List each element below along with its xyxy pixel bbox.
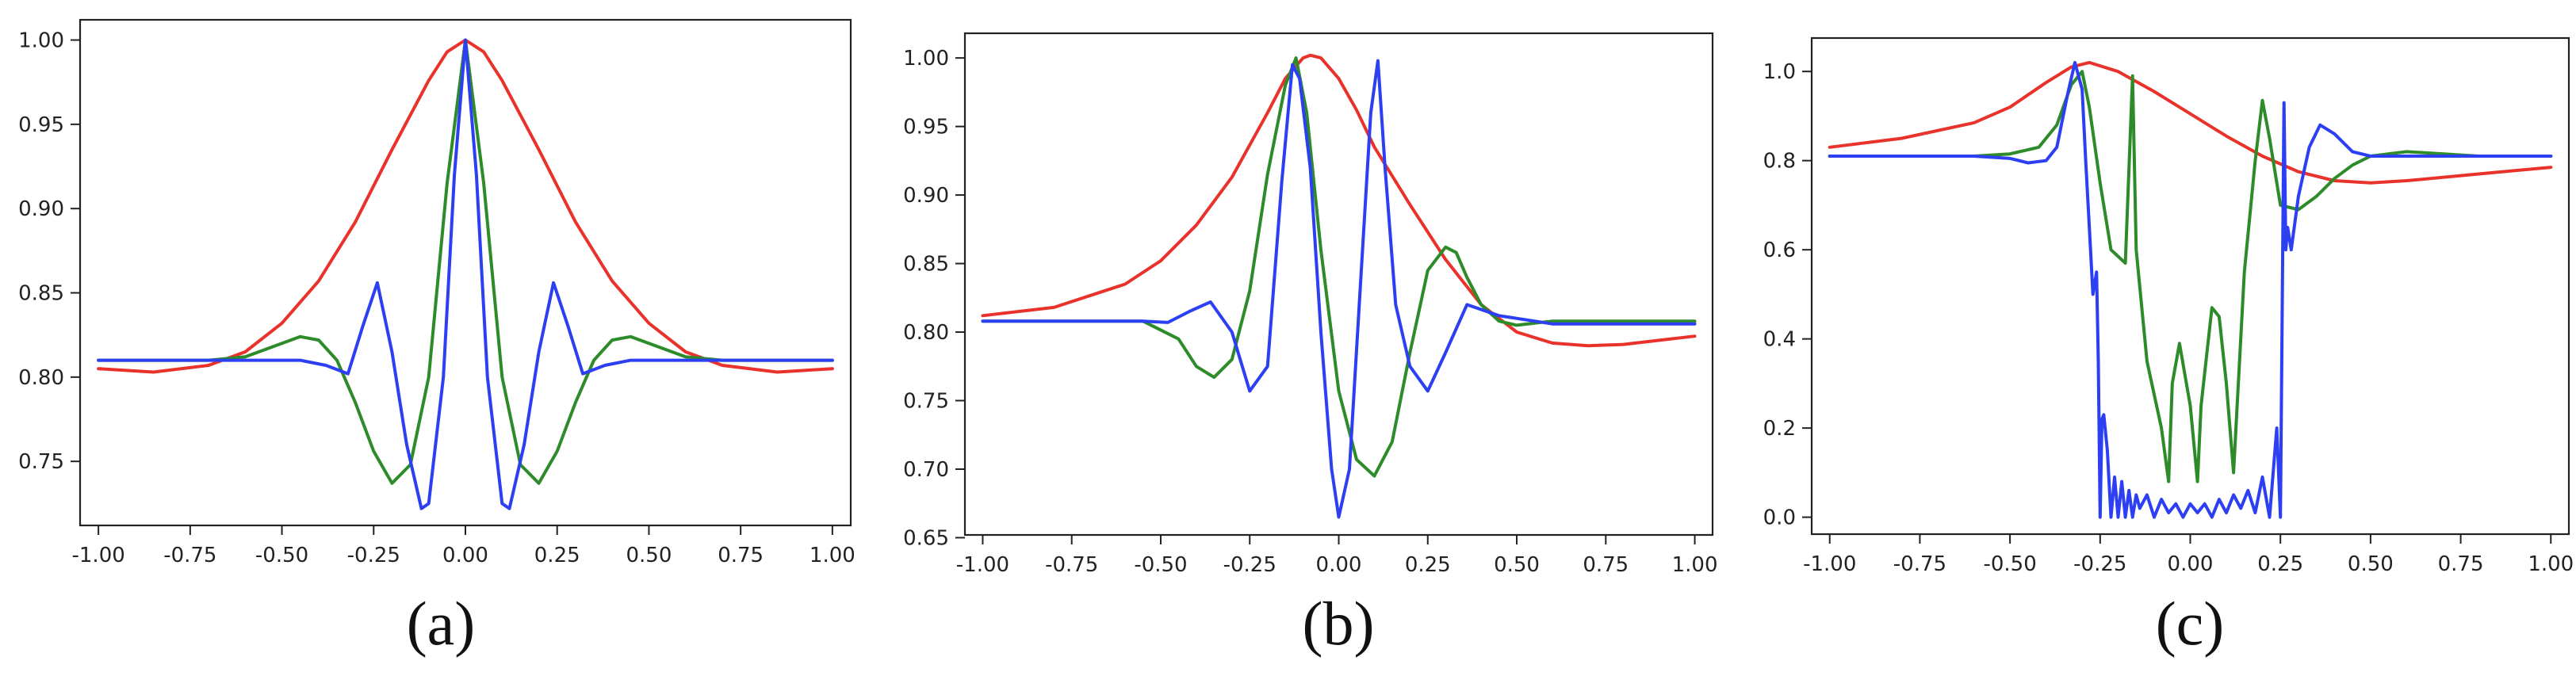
chart-panel-c: 0.0 0.2 0.4 0.6 0.8 1.0 -1.00 -0.75 -0.50 -0.25 0…	[1763, 36, 2574, 658]
chart-c-ytick-label: 0.0	[1763, 506, 1796, 530]
chart-c-xtick-label: -0.25	[2073, 552, 2126, 576]
chart-b-ytick-label: 0.65	[903, 526, 949, 550]
chart-c-xtick-label: -0.50	[1983, 552, 2036, 576]
chart-b-ytick-label: 0.95	[903, 116, 949, 139]
chart-c-series-green	[1828, 70, 2553, 483]
chart-a-x-axis: -1.00 -0.75 -0.50 -0.25 0.00 0.25 0.50 0.75 1.00	[72, 525, 855, 567]
chart-c-xtick-label: 1.00	[2528, 552, 2574, 576]
chart-b-xtick-label: 0.75	[1583, 553, 1629, 577]
chart-b-series-green	[981, 56, 1697, 478]
chart-a-plot-area	[97, 38, 834, 510]
chart-a-xtick-label: 0.00	[442, 544, 488, 567]
chart-b-xtick-label: 0.00	[1316, 553, 1362, 577]
chart-b-series-blue	[981, 59, 1697, 519]
chart-b-ytick-label: 0.85	[903, 253, 949, 277]
chart-b-ytick-label: 1.00	[903, 47, 949, 71]
chart-a-xtick-label: -0.25	[347, 544, 400, 567]
chart-a-series-blue	[97, 38, 834, 510]
chart-b-plot-area	[981, 53, 1697, 519]
chart-c-xtick-label: 0.75	[2438, 552, 2484, 576]
chart-a-caption: (a)	[407, 589, 476, 658]
chart-b-xtick-label: -0.25	[1223, 553, 1277, 577]
chart-a-xtick-label: 0.25	[534, 544, 580, 567]
chart-a-xtick-label: 0.75	[718, 544, 764, 567]
chart-c-plot-area	[1828, 60, 2553, 519]
chart-b-xtick-label: -0.50	[1134, 553, 1187, 577]
chart-b-ytick-label: 0.70	[903, 458, 949, 482]
chart-c-series-blue	[1828, 60, 2553, 519]
chart-b-xtick-label: 0.50	[1494, 553, 1540, 577]
chart-c-xtick-label: 0.25	[2257, 552, 2303, 576]
chart-b-ytick-label: 0.75	[903, 390, 949, 414]
chart-panel-a: 0.75 0.80 0.85 0.90 0.95 1.00 -1.00 -0.75 -0.50…	[18, 18, 855, 658]
chart-a-xtick-label: -0.75	[163, 544, 216, 567]
chart-b-series-red	[981, 53, 1697, 348]
chart-b-xtick-label: -1.00	[956, 553, 1009, 577]
chart-b-caption: (b)	[1303, 589, 1375, 658]
chart-c-xtick-label: -0.75	[1893, 552, 1946, 576]
chart-c-ytick-label: 0.4	[1763, 328, 1796, 352]
chart-c-series-red	[1828, 60, 2553, 185]
chart-c-ytick-label: 0.6	[1763, 239, 1796, 262]
chart-a-ytick-label: 0.95	[18, 113, 64, 137]
chart-b-xtick-label: 1.00	[1672, 553, 1718, 577]
chart-a-ytick-label: 0.80	[18, 366, 64, 390]
chart-b-x-axis: -1.00 -0.75 -0.50 -0.25 0.00 0.25 0.50 0.75 1.00	[956, 535, 1718, 577]
chart-c-xtick-label: 0.00	[2168, 552, 2214, 576]
chart-c-xtick-label: 0.50	[2348, 552, 2394, 576]
chart-panel-b: 0.65 0.70 0.75 0.80 0.85 0.90 0.95 1.00 -1.00 -0…	[903, 32, 1718, 658]
chart-c-ytick-label: 0.2	[1763, 417, 1796, 441]
chart-a-xtick-label: 0.50	[626, 544, 672, 567]
chart-b-xtick-label: 0.25	[1405, 553, 1451, 577]
chart-c-xtick-label: -1.00	[1803, 552, 1856, 576]
chart-a-xtick-label: -0.50	[255, 544, 308, 567]
chart-a-ytick-label: 1.00	[18, 29, 64, 53]
chart-c-ytick-label: 1.0	[1763, 60, 1796, 84]
chart-b-xtick-label: -0.75	[1045, 553, 1098, 577]
chart-c-ytick-label: 0.8	[1763, 150, 1796, 174]
chart-c-caption: (c)	[2156, 589, 2225, 658]
chart-a-ytick-label: 0.85	[18, 282, 64, 306]
chart-a-ytick-label: 0.75	[18, 450, 64, 474]
chart-a-xtick-label: 1.00	[810, 544, 855, 567]
chart-a-xtick-label: -1.00	[72, 544, 125, 567]
chart-c-y-axis: 0.0 0.2 0.4 0.6 0.8 1.0	[1763, 60, 1812, 530]
chart-b-y-axis: 0.65 0.70 0.75 0.80 0.85 0.90 0.95 1.00	[903, 47, 965, 550]
chart-b-ytick-label: 0.80	[903, 321, 949, 345]
chart-a-ytick-label: 0.90	[18, 197, 64, 221]
chart-b-ytick-label: 0.90	[903, 184, 949, 208]
chart-a-y-axis: 0.75 0.80 0.85 0.90 0.95 1.00	[18, 29, 80, 474]
chart-c-x-axis: -1.00 -0.75 -0.50 -0.25 0.00 0.25 0.50 0.75 1.00	[1803, 534, 2574, 576]
